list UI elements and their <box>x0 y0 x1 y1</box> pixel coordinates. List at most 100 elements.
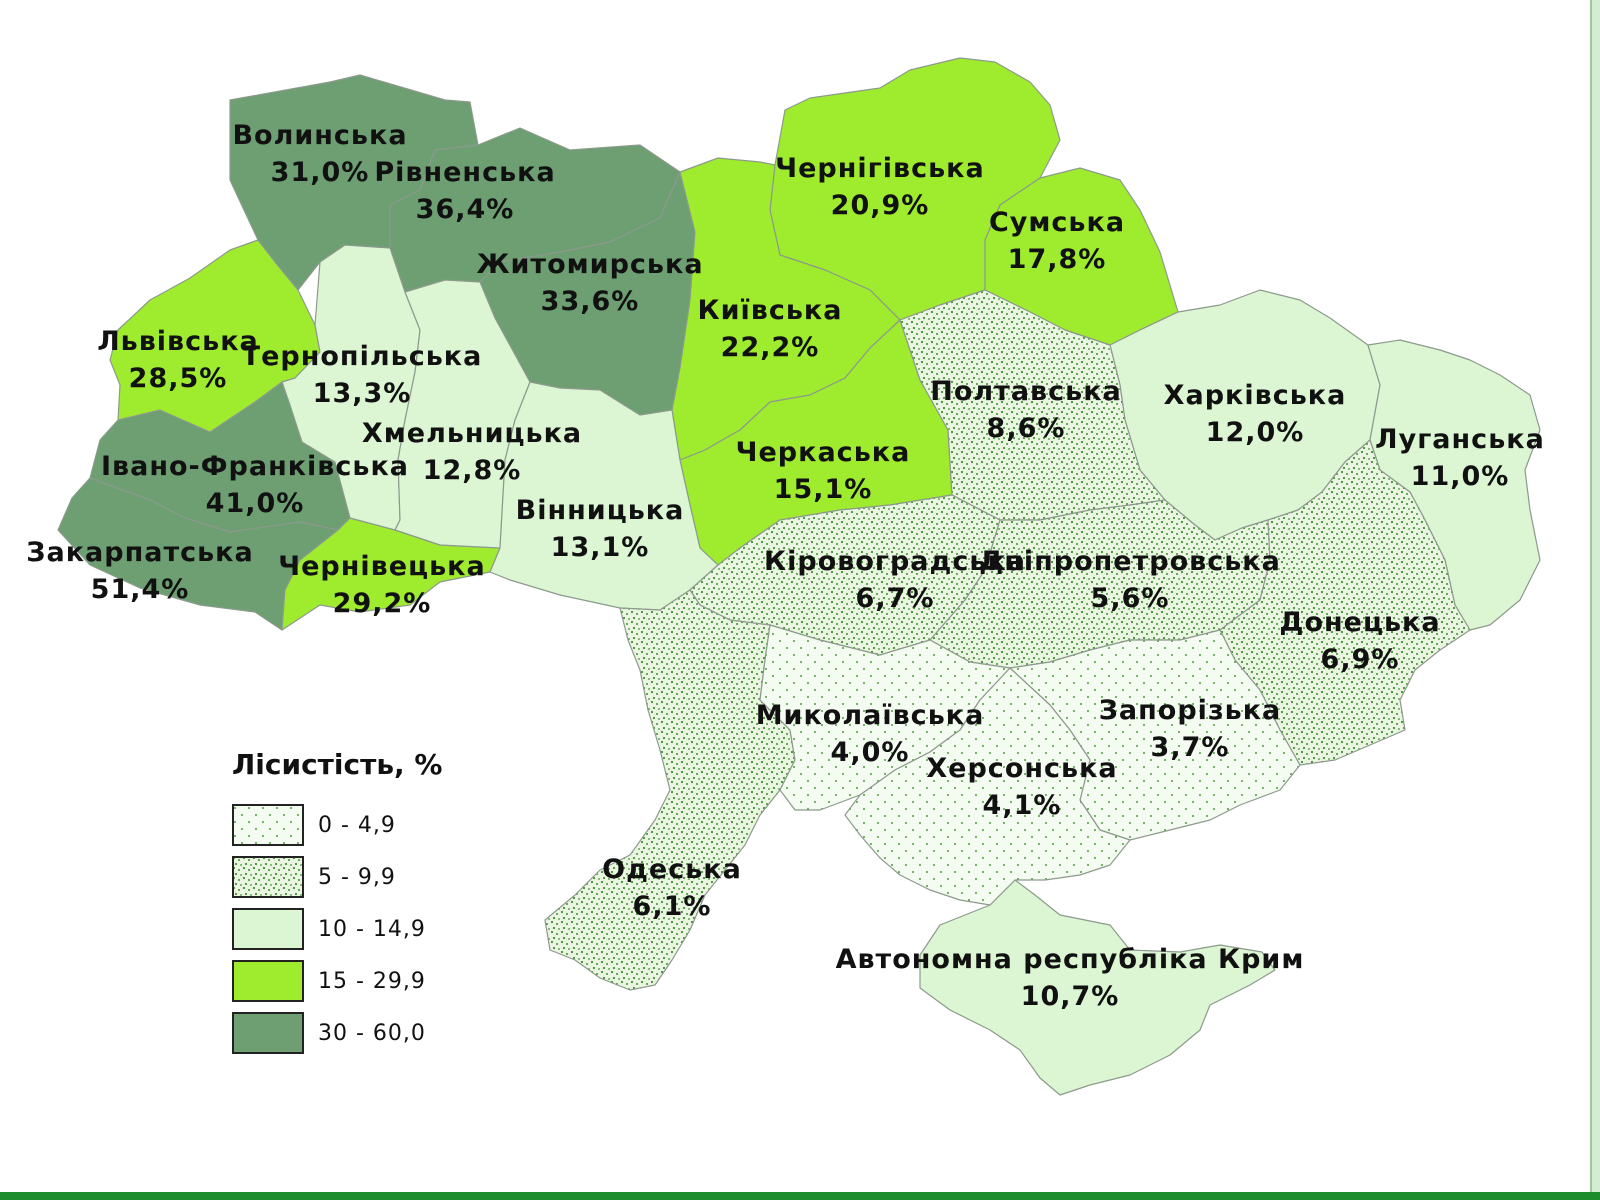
region-value: 12,0% <box>1205 417 1305 448</box>
region-value: 17,8% <box>1007 244 1107 275</box>
region-value: 29,2% <box>332 588 432 619</box>
label-dnipropetrovska: Дніпропетровська 5,6% <box>979 543 1281 617</box>
legend-item: 0 - 4,9 <box>232 799 442 851</box>
region-name: Львівська <box>97 326 259 357</box>
region-name: Чернігівська <box>775 153 985 184</box>
region-name: Київська <box>697 295 843 326</box>
label-kyivska: Київська 22,2% <box>698 292 843 366</box>
region-name: Харківська <box>1163 380 1347 411</box>
region-name: Дніпропетровська <box>979 546 1281 577</box>
legend-swatch-pale <box>232 908 304 950</box>
label-luhanska: Луганська 11,0% <box>1375 421 1545 495</box>
region-odeska[interactable] <box>544 589 796 991</box>
region-name: Черкаська <box>735 437 911 468</box>
region-name: Донецька <box>1279 607 1441 638</box>
region-value: 13,3% <box>312 378 412 409</box>
region-value: 33,6% <box>540 286 640 317</box>
label-zakarpatska: Закарпатська 51,4% <box>26 534 253 608</box>
right-border <box>1590 0 1600 1200</box>
region-value: 3,7% <box>1150 732 1230 763</box>
label-kirovohradska: Кіровоградська 6,7% <box>764 543 1026 617</box>
label-chernivetska: Чернівецька 29,2% <box>278 548 485 622</box>
region-name: Тернопільська <box>241 341 483 372</box>
region-name: Запорізька <box>1098 695 1282 726</box>
region-value: 15,1% <box>773 474 873 505</box>
region-value: 5,6% <box>1090 583 1170 614</box>
label-sumska: Сумська 17,8% <box>989 204 1125 278</box>
region-name: Кіровоградська <box>764 546 1026 577</box>
region-name: Одеська <box>602 854 742 885</box>
label-mykolaivska: Миколаївська 4,0% <box>756 697 985 771</box>
legend-swatch-sparse <box>232 804 304 846</box>
region-poltavska[interactable] <box>899 289 1166 521</box>
label-poltavska: Полтавська 8,6% <box>930 373 1122 447</box>
legend-range: 30 - 60,0 <box>318 1020 426 1046</box>
region-value: 51,4% <box>90 574 190 605</box>
region-value: 20,9% <box>830 190 930 221</box>
region-value: 12,8% <box>422 455 522 486</box>
region-name: Рівненська <box>374 157 556 188</box>
legend-swatch-dark <box>232 1012 304 1054</box>
region-name: Івано-Франківська <box>100 451 410 482</box>
label-ternopilska: Тернопільська 13,3% <box>242 338 483 412</box>
region-name: Херсонська <box>926 753 1118 784</box>
label-kharkivska: Харківська 12,0% <box>1164 377 1347 451</box>
legend-range: 5 - 9,9 <box>318 864 396 890</box>
legend-swatch-bright <box>232 960 304 1002</box>
legend-title: Лісистість, % <box>232 748 443 781</box>
region-value: 10,7% <box>1020 981 1120 1012</box>
legend-item: 30 - 60,0 <box>232 1007 442 1059</box>
region-value: 6,9% <box>1320 644 1400 675</box>
label-rivnenska: Рівненська 36,4% <box>374 154 555 228</box>
region-name: Вінницька <box>515 495 685 526</box>
region-name: Луганська <box>1375 424 1545 455</box>
region-value: 4,0% <box>830 737 910 768</box>
label-khmelnytska: Хмельницька 12,8% <box>362 415 582 489</box>
region-value: 28,5% <box>128 363 228 394</box>
region-value: 36,4% <box>415 194 515 225</box>
legend-item: 5 - 9,9 <box>232 851 442 903</box>
region-khersonska[interactable] <box>844 667 1131 906</box>
region-value: 41,0% <box>205 488 305 519</box>
map-legend: Лісистість, % 0 - 4,9 5 - 9,9 10 - 14,9 … <box>232 748 442 1059</box>
legend-range: 10 - 14,9 <box>318 916 426 942</box>
region-value: 6,7% <box>855 583 935 614</box>
label-khersonska: Херсонська 4,1% <box>926 750 1117 824</box>
label-volynska-value: 31,0% <box>271 154 370 191</box>
label-ivano-frankivska: Івано-Франківська 41,0% <box>101 448 409 522</box>
region-value: 22,2% <box>720 332 820 363</box>
legend-range: 15 - 29,9 <box>318 968 426 994</box>
region-name: Полтавська <box>930 376 1122 407</box>
region-value: 8,6% <box>986 413 1066 444</box>
region-value: 4,1% <box>982 790 1062 821</box>
region-name: Автономна республіка Крим <box>835 944 1305 975</box>
region-name: Хмельницька <box>361 418 583 449</box>
region-name: Сумська <box>988 207 1126 238</box>
region-value: 13,1% <box>550 532 650 563</box>
label-vinnytska: Вінницька 13,1% <box>516 492 685 566</box>
legend-item: 15 - 29,9 <box>232 955 442 1007</box>
bottom-bar <box>0 1192 1600 1200</box>
region-name: Волинська <box>232 120 408 151</box>
region-value: 31,0% <box>270 157 370 188</box>
region-name: Закарпатська <box>26 537 254 568</box>
region-name: Чернівецька <box>278 551 486 582</box>
label-zaporizka: Запорізька 3,7% <box>1099 692 1282 766</box>
label-chernihivska: Чернігівська 20,9% <box>775 150 984 224</box>
label-lvivska: Львівська 28,5% <box>97 323 259 397</box>
label-cherkaska: Черкаська 15,1% <box>736 434 911 508</box>
legend-item: 10 - 14,9 <box>232 903 442 955</box>
legend-swatch-dense <box>232 856 304 898</box>
legend-range: 0 - 4,9 <box>318 812 396 838</box>
label-zhytomyrska: Житомирська 33,6% <box>476 246 703 320</box>
label-krym: Автономна республіка Крим 10,7% <box>836 941 1305 1015</box>
region-value: 6,1% <box>632 891 712 922</box>
region-name: Житомирська <box>476 249 704 280</box>
label-odeska: Одеська 6,1% <box>602 851 742 925</box>
region-khmelnytska[interactable] <box>394 279 531 549</box>
label-donetska: Донецька 6,9% <box>1279 604 1440 678</box>
region-krym[interactable] <box>919 879 1276 1096</box>
region-name: Миколаївська <box>755 700 985 731</box>
label-volynska: Волинська <box>232 117 407 154</box>
region-value: 11,0% <box>1410 461 1510 492</box>
